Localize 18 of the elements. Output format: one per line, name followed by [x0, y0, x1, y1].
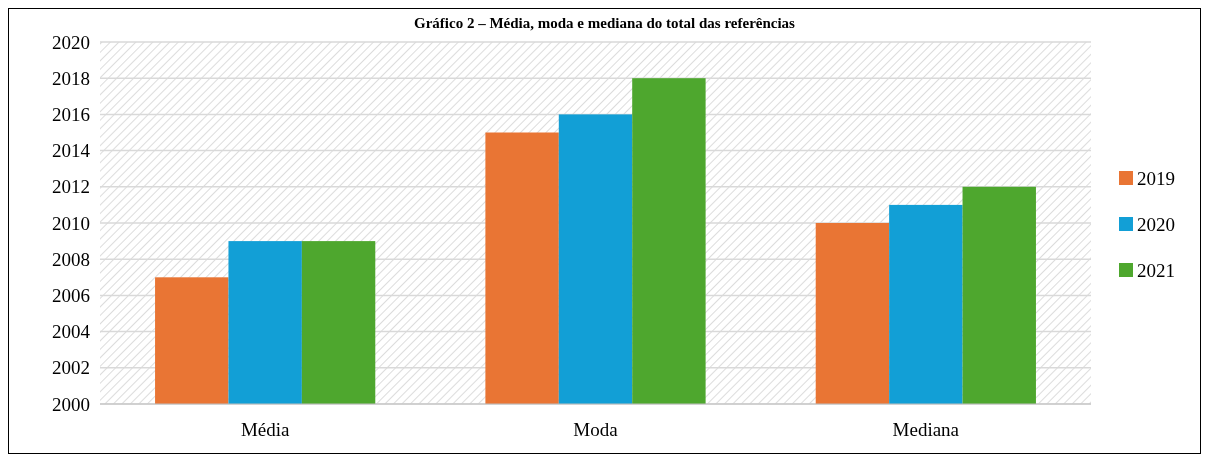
legend-label: 2020: [1137, 213, 1175, 235]
y-tick-label: 2016: [52, 104, 90, 126]
y-tick-label: 2010: [52, 212, 90, 234]
x-tick-label: Moda: [573, 419, 619, 440]
x-tick-label: Média: [240, 419, 290, 440]
y-tick-label: 2008: [52, 248, 90, 270]
chart-title: Gráfico 2 – Média, moda e mediana do total das referências: [414, 15, 796, 31]
y-tick-label: 2000: [52, 393, 90, 415]
y-tick-label: 2014: [52, 140, 91, 162]
y-tick-label: 2006: [52, 285, 90, 307]
x-tick-label: Mediana: [892, 419, 960, 440]
y-tick-label: 2020: [52, 31, 90, 53]
y-tick-label: 2018: [52, 67, 90, 89]
legend-label: 2021: [1137, 259, 1175, 281]
y-tick-label: 2012: [52, 176, 90, 198]
y-tick-label: 2002: [52, 357, 90, 379]
y-tick-label: 2004: [52, 321, 91, 343]
legend-label: 2019: [1137, 167, 1175, 189]
